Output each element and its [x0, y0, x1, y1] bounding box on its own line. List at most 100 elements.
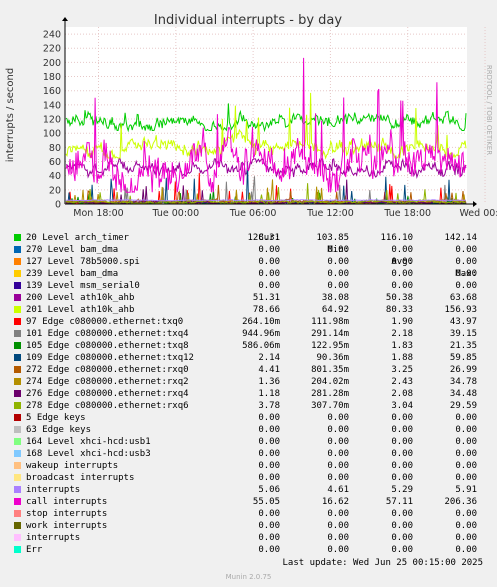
legend-max: 0.00	[455, 269, 477, 279]
legend-swatch	[14, 486, 21, 493]
legend-avg: 0.00	[391, 473, 413, 483]
legend-swatch	[14, 402, 21, 409]
legend-min: 307.70m	[311, 401, 349, 411]
legend-max: 0.00	[455, 533, 477, 543]
legend-avg: 0.00	[391, 245, 413, 255]
legend-cur: 0.00	[258, 437, 280, 447]
y-tick-label: 20	[49, 185, 61, 196]
legend-avg: 1.88	[391, 353, 413, 363]
legend-cur: 0.00	[258, 245, 280, 255]
legend-min: 122.95m	[311, 341, 349, 351]
legend-min: 90.36m	[316, 353, 349, 363]
legend-cur: 1.36	[258, 377, 280, 387]
legend-max: 0.00	[455, 281, 477, 291]
legend-row: Err 0.00 0.00 0.00 0.00	[0, 544, 497, 556]
legend-max: 156.93	[444, 305, 477, 315]
x-tick-label: Tue 12:00	[306, 208, 354, 219]
legend-min: 0.00	[327, 281, 349, 291]
legend-min: 0.00	[327, 437, 349, 447]
legend-cur: 0.00	[258, 521, 280, 531]
legend-cur: 0.00	[258, 461, 280, 471]
legend-min: 64.92	[321, 305, 349, 315]
y-tick-label: 120	[43, 115, 61, 126]
legend-avg: 5.29	[391, 485, 413, 495]
legend-avg: 2.43	[391, 377, 413, 387]
legend-max: 63.68	[449, 293, 477, 303]
legend-avg: 0.00	[391, 545, 413, 555]
x-tick-label: Wed 00:00	[459, 208, 497, 219]
legend-series-name: 105 Edge c080000.ethernet:txq8	[26, 341, 189, 351]
legend-cur: 51.31	[252, 293, 280, 303]
legend-row: 272 Edge c080000.ethernet:rxq0 4.41 801.35…	[0, 364, 497, 376]
legend-min: 281.28m	[311, 389, 349, 399]
x-tick-label: Tue 06:00	[229, 208, 277, 219]
y-tick-label: 0	[55, 200, 61, 211]
legend-row: 201 Level ath10k_ahb 78.66 64.92 80.33 156.9…	[0, 304, 497, 316]
legend-series-name: 270 Level bam_dma	[26, 245, 119, 255]
legend-row: 20 Level arch_timer 128.31 103.85 116.10 142…	[0, 232, 497, 244]
legend-row: 270 Level bam_dma 0.00 0.00 0.00 0.00	[0, 244, 497, 256]
legend-max: 0.00	[455, 413, 477, 423]
legend-series-name: work interrupts	[26, 521, 108, 531]
legend-min: 0.00	[327, 461, 349, 471]
legend-row: 168 Level xhci-hcd:usb3 0.00 0.00 0.00 0.00	[0, 448, 497, 460]
legend-min: 16.62	[321, 497, 349, 507]
legend-swatch	[14, 378, 21, 385]
y-tick-label: 180	[43, 72, 61, 83]
legend-max: 0.00	[455, 473, 477, 483]
legend-avg: 50.38	[385, 293, 413, 303]
legend-min: 0.00	[327, 449, 349, 459]
header-cur: Cur:	[258, 233, 280, 243]
legend-max: 21.35	[449, 341, 477, 351]
interrupts-chart: Individual interrupts - by day interrupt…	[5, 13, 497, 219]
legend-series-name: interrupts	[26, 533, 81, 543]
legend-swatch	[14, 366, 21, 373]
legend-swatch	[14, 546, 21, 553]
legend-cur: 0.00	[258, 533, 280, 543]
legend-series-name: interrupts	[26, 485, 81, 495]
legend-series-name: 164 Level xhci-hcd:usb1	[26, 437, 151, 447]
legend-swatch	[14, 330, 21, 337]
y-tick-label: 240	[43, 30, 61, 41]
legend-row: 278 Edge c080000.ethernet:rxq6 3.78 307.70…	[0, 400, 497, 412]
legend-swatch	[14, 390, 21, 397]
legend-cur: 0.00	[258, 257, 280, 267]
legend-avg: 0.00	[391, 257, 413, 267]
legend-min: 0.00	[327, 245, 349, 255]
legend-series-name: 168 Level xhci-hcd:usb3	[26, 449, 151, 459]
legend-avg: 116.10	[380, 233, 413, 243]
legend-cur: 264.10m	[242, 317, 280, 327]
rrdtool-credit: RRDTOOL / TOBI OETIKER	[485, 65, 493, 155]
legend-max: 26.99	[449, 365, 477, 375]
x-tick-label: Tue 18:00	[383, 208, 431, 219]
legend-swatch	[14, 354, 21, 361]
legend-row: call interrupts 55.05 16.62 57.11 206.36	[0, 496, 497, 508]
legend-series-name: 272 Edge c080000.ethernet:rxq0	[26, 365, 189, 375]
legend-series-name: 239 Level bam_dma	[26, 269, 119, 279]
legend-header: Cur: Min: Avg: Max:	[0, 220, 497, 279]
legend-row: 164 Level xhci-hcd:usb1 0.00 0.00 0.00 0.00	[0, 436, 497, 448]
x-axis-arrow	[473, 201, 477, 207]
legend-min: 0.00	[327, 545, 349, 555]
legend-swatch	[14, 270, 21, 277]
legend-series-name: wakeup interrupts	[26, 461, 119, 471]
legend-avg: 3.25	[391, 365, 413, 375]
legend-swatch	[14, 294, 21, 301]
legend-avg: 2.18	[391, 329, 413, 339]
legend-max: 0.00	[455, 257, 477, 267]
legend-series-name: 274 Edge c080000.ethernet:rxq2	[26, 377, 189, 387]
legend-cur: 0.00	[258, 545, 280, 555]
legend-min: 38.08	[321, 293, 349, 303]
legend-swatch	[14, 426, 21, 433]
y-tick-label: 80	[49, 143, 61, 154]
legend-max: 0.00	[455, 461, 477, 471]
header-avg: Avg:	[391, 257, 413, 267]
legend-row: 274 Edge c080000.ethernet:rxq2 1.36 204.02…	[0, 376, 497, 388]
legend-series-name: 200 Level ath10k_ahb	[26, 293, 135, 303]
legend-series-name: 97 Edge c080000.ethernet:txq0	[26, 317, 184, 327]
legend-cur: 78.66	[252, 305, 280, 315]
legend-min: 801.35m	[311, 365, 349, 375]
legend-row: 127 Level 78b5000.spi 0.00 0.00 0.00 0.00	[0, 256, 497, 268]
legend-series-name: 276 Edge c080000.ethernet:rxq4	[26, 389, 189, 399]
legend-swatch	[14, 246, 21, 253]
